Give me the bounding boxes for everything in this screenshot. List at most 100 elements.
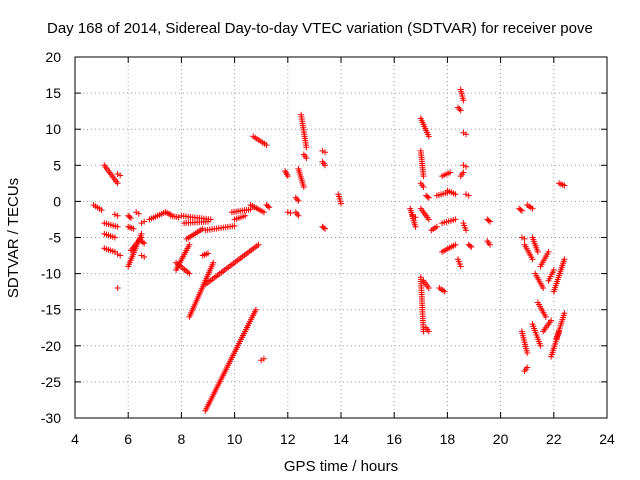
y-tick-labels: -30 -25 -20 -15 -10 -5 0 5 10 15 20: [41, 49, 61, 426]
data-point-run: [284, 209, 294, 216]
data-point-run: [202, 241, 262, 288]
chart-title: Day 168 of 2014, Sidereal Day-to-day VTE…: [47, 20, 593, 37]
data-point-run: [202, 306, 259, 414]
x-tick-label: 20: [493, 431, 509, 447]
data-point-run: [319, 223, 328, 232]
data-point-run: [457, 86, 467, 104]
data-point-run: [133, 209, 142, 217]
data-point-run: [295, 165, 307, 190]
x-tick-label: 10: [227, 431, 243, 447]
y-tick-label: -10: [41, 266, 61, 282]
data-point-run: [292, 209, 302, 219]
data-point-run: [521, 364, 531, 375]
data-point-run: [420, 277, 432, 291]
y-tick-label: -5: [49, 230, 62, 246]
data-point-run: [548, 328, 563, 360]
data-point-run: [167, 212, 182, 221]
data-point-run: [521, 241, 536, 263]
data-point-run: [417, 147, 427, 180]
data-point-run: [138, 218, 148, 227]
data-point-run: [101, 220, 121, 230]
x-tick-label: 18: [440, 431, 456, 447]
data-point-run: [529, 321, 544, 349]
grid-lines: [75, 57, 607, 418]
data-point-run: [465, 241, 475, 250]
data-point-run: [199, 250, 211, 259]
data-point-run: [335, 191, 344, 207]
y-tick-label: -15: [41, 302, 61, 318]
data-point-run: [125, 223, 137, 232]
data-point-run: [114, 251, 124, 259]
x-tick-label: 14: [333, 431, 349, 447]
data-point-run: [282, 168, 291, 180]
data-point-run: [532, 270, 547, 291]
x-tick-label: 4: [71, 431, 79, 447]
data-point-run: [173, 259, 193, 277]
data-point-run: [417, 205, 432, 223]
data-point-run: [518, 328, 531, 356]
data-point-run: [417, 274, 427, 335]
x-tick-label: 8: [178, 431, 186, 447]
x-tick-labels: 4 6 8 10 12 14 16 18 20 22 24: [71, 431, 615, 447]
data-point-run: [529, 234, 541, 255]
data-point-run: [457, 169, 467, 180]
data-point-run: [114, 171, 124, 179]
data-point-run: [181, 218, 211, 227]
data-point-run: [114, 285, 121, 291]
data-point-run: [545, 267, 557, 284]
x-tick-label: 22: [546, 431, 562, 447]
data-point-run: [540, 317, 555, 335]
y-tick-label: 15: [45, 85, 61, 101]
data-point-run: [455, 256, 464, 270]
data-point-run: [258, 355, 267, 364]
data-point-run: [460, 162, 469, 170]
data-point-run: [516, 205, 525, 214]
data-point-run: [439, 169, 454, 180]
data-point-run: [263, 202, 273, 211]
data-point-run: [518, 234, 528, 242]
data-point-run: [292, 194, 302, 204]
x-tick-label: 6: [124, 431, 132, 447]
data-point-run: [463, 191, 472, 199]
data-point-run: [460, 129, 469, 138]
data-point-run: [439, 216, 459, 227]
data-point-run: [439, 241, 459, 255]
x-tick-label: 12: [280, 431, 296, 447]
data-point-run: [250, 133, 270, 149]
y-tick-label: -30: [41, 410, 61, 426]
data-point-run: [298, 111, 310, 151]
y-tick-label: -25: [41, 374, 61, 390]
data-point-run: [556, 180, 568, 189]
data-points: [90, 86, 568, 414]
data-point-run: [125, 212, 134, 221]
data-point-run: [484, 238, 493, 248]
data-point-run: [90, 202, 105, 214]
y-tick-label: 0: [53, 193, 61, 209]
x-tick-label: 24: [599, 431, 615, 447]
data-point-run: [484, 216, 493, 225]
y-tick-label: 10: [45, 121, 61, 137]
data-point-run: [228, 206, 254, 216]
data-point-run: [460, 220, 469, 234]
data-point-run: [231, 212, 249, 223]
data-point-run: [319, 147, 328, 156]
data-point-run: [101, 245, 118, 255]
data-point-run: [101, 230, 118, 241]
data-point-run: [409, 212, 419, 221]
y-tick-label: 5: [53, 157, 61, 173]
data-point-run: [444, 187, 459, 198]
y-tick-label: -20: [41, 338, 61, 354]
data-point-run: [436, 285, 448, 295]
data-point-run: [183, 225, 206, 242]
data-point-run: [300, 151, 310, 162]
data-point-run: [417, 180, 427, 190]
y-tick-label: 20: [45, 49, 61, 65]
data-point-run: [423, 192, 432, 201]
y-axis-title: SDTVAR / TECUs: [5, 178, 22, 298]
data-point-run: [423, 324, 432, 335]
axis-ticks: [74, 56, 608, 419]
data-point-run: [138, 252, 148, 260]
data-point-run: [428, 223, 440, 234]
data-point-run: [455, 104, 464, 114]
data-point-run: [202, 222, 238, 234]
